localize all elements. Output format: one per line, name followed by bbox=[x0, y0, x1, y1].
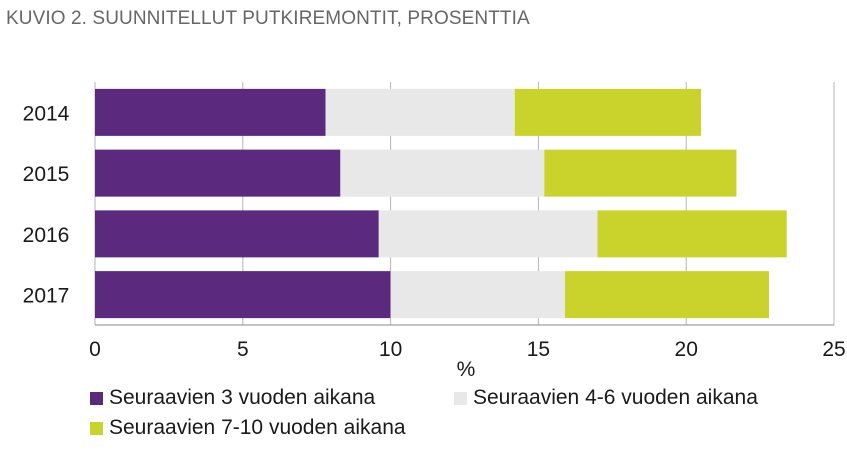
y-tick-label-2014: 2014 bbox=[23, 102, 70, 125]
bar-2016-series-2 bbox=[378, 210, 598, 258]
legend: Seuraavien 3 vuoden aikana Seuraavien 4-… bbox=[90, 386, 830, 450]
bar-chart: 2014 2015 2016 2017 0 5 10 15 20 25% bbox=[23, 82, 846, 381]
bar-2017-series-3 bbox=[565, 271, 769, 319]
y-tick-label-2017: 2017 bbox=[23, 285, 70, 308]
legend-item-4-6-years: Seuraavien 4-6 vuoden aikana bbox=[454, 386, 758, 410]
bar-2017-series-2 bbox=[390, 271, 566, 319]
legend-swatch-7-10-years bbox=[90, 421, 103, 435]
legend-item-3-years: Seuraavien 3 vuoden aikana bbox=[90, 386, 375, 410]
x-tick-label-25: 25 bbox=[822, 338, 845, 361]
y-tick-label-2016: 2016 bbox=[23, 224, 70, 247]
bar-2014-series-3 bbox=[514, 88, 701, 136]
bar-2015-series-1 bbox=[95, 149, 341, 197]
legend-swatch-4-6-years bbox=[454, 391, 467, 405]
legend-label-3-years: Seuraavien 3 vuoden aikana bbox=[109, 386, 376, 409]
x-tick-label-10: 10 bbox=[379, 338, 402, 361]
bar-2016-series-3 bbox=[597, 210, 787, 258]
x-axis-label: % bbox=[457, 358, 476, 381]
y-tick-label-2015: 2015 bbox=[23, 163, 70, 186]
bar-2017-series-1 bbox=[95, 271, 391, 319]
legend-label-4-6-years: Seuraavien 4-6 vuoden aikana bbox=[473, 386, 758, 409]
x-tick-label-20: 20 bbox=[675, 338, 698, 361]
x-tick-label-5: 5 bbox=[237, 338, 249, 361]
bar-2015-series-3 bbox=[544, 149, 737, 197]
legend-item-7-10-years: Seuraavien 7-10 vuoden aikana bbox=[90, 416, 406, 440]
chart-title: KUVIO 2. SUUNNITELLUT PUTKIREMONTIT, PRO… bbox=[6, 8, 530, 29]
bar-2014-series-2 bbox=[325, 88, 515, 136]
bar-2016-series-1 bbox=[95, 210, 379, 258]
legend-swatch-3-years bbox=[90, 391, 103, 405]
x-tick-label-0: 0 bbox=[89, 338, 101, 361]
bar-2014-series-1 bbox=[95, 88, 326, 136]
legend-label-7-10-years: Seuraavien 7-10 vuoden aikana bbox=[109, 416, 406, 439]
x-tick-label-15: 15 bbox=[527, 338, 550, 361]
bar-2015-series-2 bbox=[340, 149, 545, 197]
